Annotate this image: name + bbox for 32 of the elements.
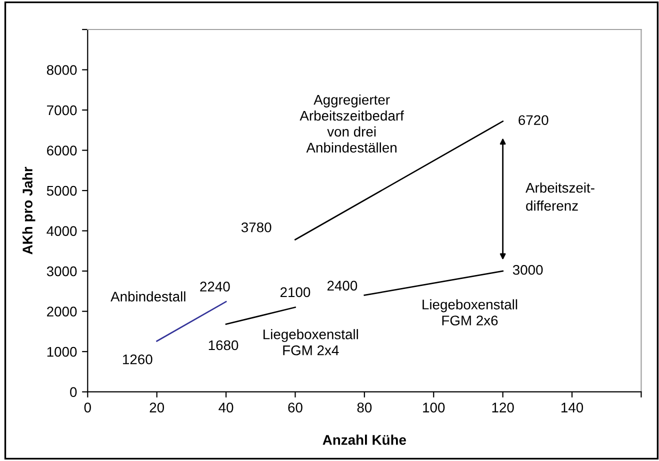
series-label: Liegeboxenstall FGM 2x6: [422, 299, 518, 326]
data-label: 2240: [200, 282, 230, 292]
data-label: 2100: [280, 287, 310, 298]
series-label: Anbindestall: [110, 291, 186, 302]
data-label: 6720: [518, 115, 548, 126]
data-label: 2400: [327, 280, 358, 291]
x-tick-label: 80: [357, 402, 372, 412]
data-label: 1260: [123, 354, 152, 364]
x-tick-label: 40: [218, 402, 234, 412]
y-tick-label: 2000: [47, 306, 77, 316]
x-tick-label: 60: [288, 402, 302, 412]
y-axis-title: AKh pro Jahr: [22, 166, 36, 254]
x-tick-label: 140: [561, 402, 584, 412]
y-tick-label: 5000: [46, 186, 77, 196]
x-tick-label: 0: [84, 402, 91, 412]
x-axis-title: Anzahl Kühe: [322, 434, 406, 445]
y-tick-label: 7000: [47, 105, 77, 116]
x-tick-label: 20: [150, 402, 164, 412]
data-label: 3000: [512, 264, 543, 275]
data-label: 3780: [241, 222, 272, 232]
data-label: 1680: [208, 340, 238, 350]
y-tick-label: 8000: [46, 65, 77, 75]
y-tick-label: 1000: [47, 346, 77, 357]
x-tick-label: 100: [423, 402, 445, 412]
y-tick-label: 4000: [46, 226, 77, 236]
series-label: Liegeboxenstall FGM 2x4: [264, 329, 358, 356]
y-tick-label: 6000: [47, 146, 77, 156]
y-tick-label: 0: [70, 387, 77, 398]
x-tick-label: 120: [492, 402, 514, 412]
y-tick-label: 3000: [46, 266, 77, 276]
series-label: Aggregierter Arbeitszeitbedarf von drei Anbindeställen: [300, 94, 404, 153]
annotation: Arbeitszeit- differenz: [526, 182, 594, 211]
